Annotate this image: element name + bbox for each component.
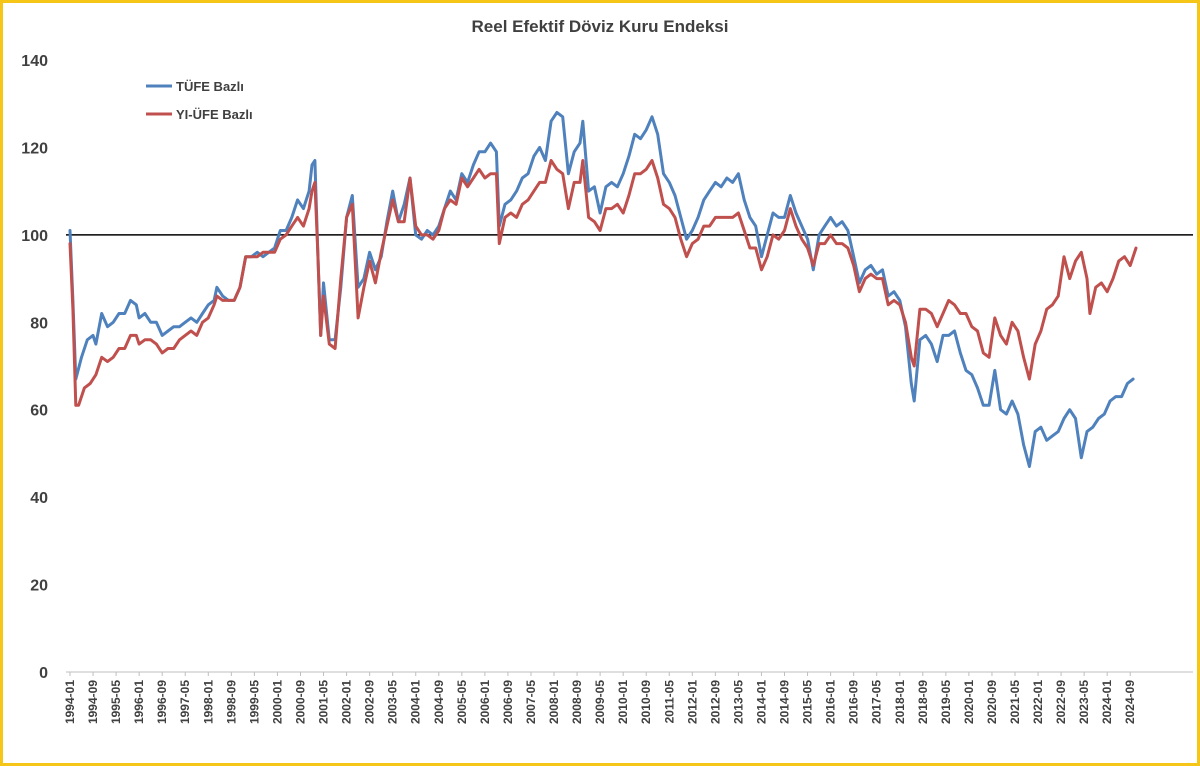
x-tick-label: 2010-01 xyxy=(616,680,630,724)
y-tick-label: 140 xyxy=(21,53,48,70)
y-tick-label: 20 xyxy=(30,578,48,595)
x-tick-label: 2022-09 xyxy=(1054,680,1068,724)
x-tick-label: 1999-05 xyxy=(247,680,261,724)
y-tick-label: 0 xyxy=(39,665,48,682)
x-tick-label: 2000-01 xyxy=(270,680,284,724)
x-tick-label: 1994-09 xyxy=(86,680,100,724)
x-tick-label: 1997-05 xyxy=(178,680,192,724)
x-tick-label: 2022-01 xyxy=(1031,680,1045,724)
x-tick-label: 2019-05 xyxy=(939,680,953,724)
series-line-yiufe xyxy=(68,159,1138,407)
x-axis: 1994-01 1994-09 1995-05 1996-01 1996-09 1997-… xyxy=(63,671,1193,724)
x-tick-label: 1998-09 xyxy=(224,680,238,724)
series-layer xyxy=(68,111,1138,468)
x-tick-label: 2013-05 xyxy=(731,680,745,724)
chart-title: Reel Efektif Döviz Kuru Endeksi xyxy=(472,17,729,36)
x-tick-label: 2008-09 xyxy=(570,680,584,724)
y-tick-label: 60 xyxy=(30,403,48,420)
x-tick-label: 2014-01 xyxy=(754,680,768,724)
x-tick-label: 2012-01 xyxy=(685,680,699,724)
x-tick-label: 2024-09 xyxy=(1123,680,1137,724)
x-tick-label: 2021-05 xyxy=(1008,680,1022,724)
x-tick-label: 2005-05 xyxy=(455,680,469,724)
legend-label: YI-ÜFE Bazlı xyxy=(176,107,253,122)
x-tick-label: 2001-05 xyxy=(317,680,331,724)
x-tick-label: 2004-09 xyxy=(432,680,446,724)
x-tick-label: 2004-01 xyxy=(409,680,423,724)
x-tick-label: 2007-05 xyxy=(524,680,538,724)
series-line-tufe xyxy=(68,111,1135,468)
x-tick-label: 2016-09 xyxy=(847,680,861,724)
x-tick-label: 2002-09 xyxy=(363,680,377,724)
y-tick-label: 40 xyxy=(30,490,48,507)
x-tick-label: 2000-09 xyxy=(293,680,307,724)
x-tick-label: 2014-09 xyxy=(778,680,792,724)
y-tick-label: 120 xyxy=(21,140,48,157)
x-tick-label: 2003-05 xyxy=(386,680,400,724)
x-tick-label: 2020-01 xyxy=(962,680,976,724)
x-tick-label: 2017-05 xyxy=(870,680,884,724)
x-tick-label: 2011-05 xyxy=(662,680,676,724)
x-tick-label: 1998-01 xyxy=(201,680,215,724)
x-tick-label: 2024-01 xyxy=(1100,680,1114,724)
y-tick-label: 100 xyxy=(21,228,48,245)
x-tick-label: 2016-01 xyxy=(824,680,838,724)
x-tick-label: 2006-09 xyxy=(501,680,515,724)
x-tick-label: 1996-09 xyxy=(155,680,169,724)
x-tick-label: 1994-01 xyxy=(63,680,77,724)
x-tick-label: 2006-01 xyxy=(478,680,492,724)
y-tick-label: 80 xyxy=(30,315,48,332)
x-tick-label: 2020-09 xyxy=(985,680,999,724)
x-tick-label: 2018-09 xyxy=(916,680,930,724)
x-tick-label: 2008-01 xyxy=(547,680,561,724)
x-tick-label: 1996-01 xyxy=(132,680,146,724)
x-tick-label: 1995-05 xyxy=(109,680,123,724)
legend-label: TÜFE Bazlı xyxy=(176,79,244,94)
x-tick-label: 2018-01 xyxy=(893,680,907,724)
y-axis: 0 20 40 60 80 100 120 140 xyxy=(21,53,48,682)
x-tick-label: 2002-01 xyxy=(340,680,354,724)
x-tick-label: 2009-05 xyxy=(593,680,607,724)
x-tick-label: 2023-05 xyxy=(1077,680,1091,724)
x-tick-label: 2012-09 xyxy=(708,680,722,724)
x-tick-label: 2015-05 xyxy=(801,680,815,724)
legend: TÜFE Bazlı YI-ÜFE Bazlı xyxy=(146,79,253,122)
x-tick-label: 2010-09 xyxy=(639,680,653,724)
